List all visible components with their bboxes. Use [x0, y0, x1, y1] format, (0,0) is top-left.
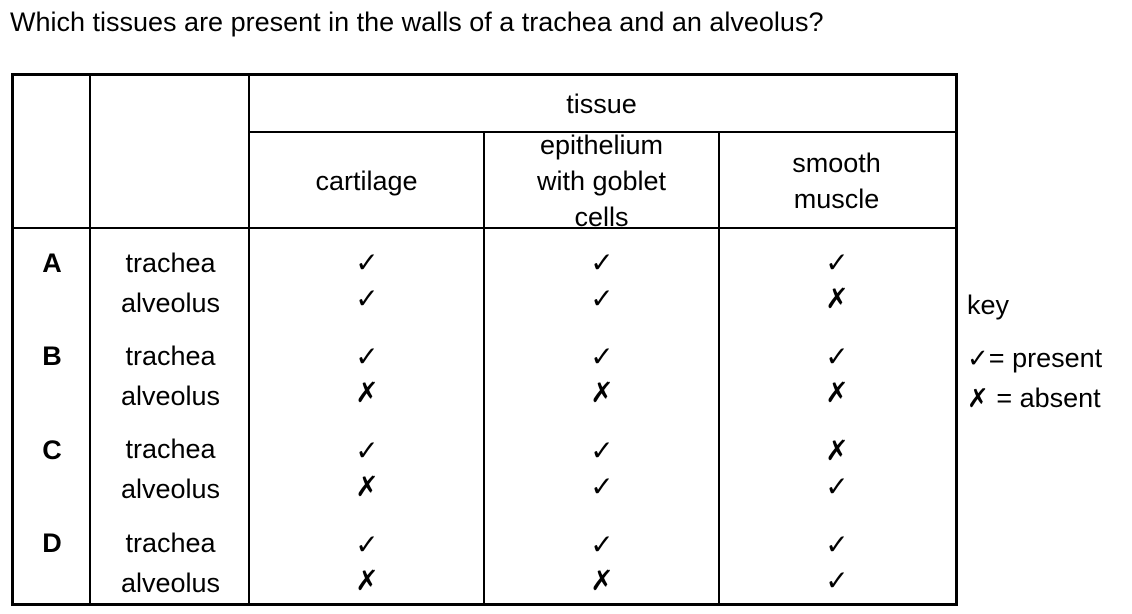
answer-table: tissue cartilage epithelium with goblet …: [11, 73, 958, 606]
cross-icon: ✗: [825, 434, 849, 467]
organ-label: trachea: [125, 434, 216, 464]
cross-icon: ✗: [355, 470, 379, 503]
cross-icon: ✗: [355, 376, 379, 409]
check-icon: ✓: [825, 340, 849, 373]
option-label: D: [42, 528, 62, 558]
check-icon: ✓: [355, 434, 379, 467]
column-header-epithelium: epithelium with goblet cells: [536, 129, 667, 232]
key-present-label: = present: [988, 343, 1103, 373]
check-icon: ✓: [825, 246, 849, 279]
question-text: Which tissues are present in the walls o…: [10, 7, 824, 37]
tissue-group-header: tissue: [566, 89, 637, 119]
cross-icon: ✗: [825, 376, 849, 409]
check-icon: ✓: [355, 528, 379, 561]
check-icon: ✓: [825, 470, 849, 503]
check-icon: ✓: [825, 564, 849, 597]
organ-label: alveolus: [120, 288, 221, 318]
check-icon: ✓: [355, 340, 379, 373]
check-icon: ✓: [590, 340, 614, 373]
option-label: C: [42, 435, 62, 465]
check-icon: ✓: [355, 246, 379, 279]
organ-label: trachea: [125, 341, 216, 371]
organ-label: alveolus: [120, 381, 221, 411]
table-divider: [89, 76, 91, 603]
key-absent-label: = absent: [996, 383, 1101, 413]
key-absent: ✗ = absent: [967, 378, 1101, 419]
cross-icon: ✗: [825, 282, 849, 315]
check-icon: ✓: [590, 282, 614, 315]
check-icon: ✓: [590, 246, 614, 279]
option-label: B: [42, 341, 62, 371]
check-icon: ✓: [590, 528, 614, 561]
cross-icon: ✗: [590, 376, 614, 409]
check-icon: ✓: [590, 434, 614, 467]
column-header-cartilage: cartilage: [315, 165, 418, 196]
check-icon: ✓: [590, 470, 614, 503]
table-divider: [718, 132, 720, 603]
key-title: key: [967, 290, 1010, 320]
check-icon: ✓: [967, 344, 989, 374]
organ-label: alveolus: [120, 568, 221, 598]
check-icon: ✓: [355, 282, 379, 315]
table-divider: [248, 76, 250, 603]
cross-icon: ✗: [355, 564, 379, 597]
organ-label: alveolus: [120, 474, 221, 504]
organ-label: trachea: [125, 248, 216, 278]
cross-icon: ✗: [590, 564, 614, 597]
table-divider: [14, 227, 955, 229]
key-present: ✓= present: [967, 338, 1102, 379]
organ-label: trachea: [125, 528, 216, 558]
table-divider: [483, 132, 485, 603]
table-divider: [248, 131, 955, 133]
column-header-smooth-muscle: smooth muscle: [792, 147, 881, 214]
cross-icon: ✗: [967, 384, 989, 414]
check-icon: ✓: [825, 528, 849, 561]
option-label: A: [42, 248, 62, 278]
